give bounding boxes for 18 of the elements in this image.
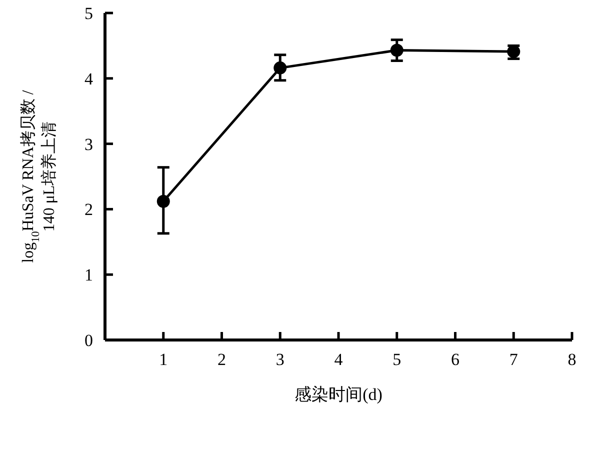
y-tick-label: 4 — [84, 69, 94, 88]
point — [274, 61, 287, 74]
y-tick-label: 3 — [84, 134, 93, 154]
x-tick-label: 7 — [509, 350, 518, 369]
y-tick-label: 2 — [84, 200, 93, 220]
y-tick-label: 1 — [84, 266, 93, 285]
point — [390, 44, 404, 57]
x-tick-label: 2 — [218, 350, 226, 369]
x-tick-label: 4 — [334, 350, 344, 369]
y-tick-label: 0 — [84, 331, 93, 350]
x-tick-label: 5 — [392, 350, 402, 369]
x-axis-title: 感染时间(d) — [294, 385, 382, 404]
x-tick-label: 6 — [451, 350, 460, 369]
x-tick-label: 1 — [159, 350, 168, 369]
x-tick-label: 8 — [568, 350, 576, 369]
point — [156, 194, 170, 208]
y-tick-label: 5 — [84, 4, 93, 23]
x-tick-label: 3 — [276, 350, 284, 369]
